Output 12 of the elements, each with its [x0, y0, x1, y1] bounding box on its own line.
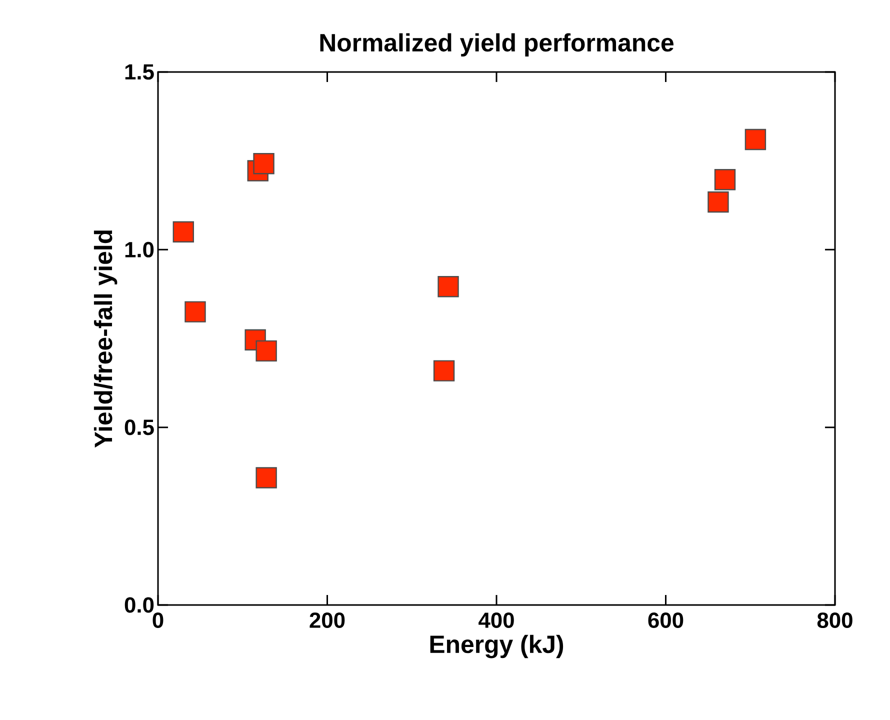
- y-tick-label: 0.0: [124, 597, 154, 613]
- y-tick-label: 0.5: [124, 420, 154, 436]
- x-tick-label: 600: [648, 612, 684, 628]
- y-axis-title: Yield/free-fall yield: [94, 230, 118, 448]
- y-tick-label: 1.0: [125, 242, 154, 258]
- x-tick-label: 200: [310, 612, 345, 628]
- x-tick-label: 800: [817, 612, 852, 628]
- x-tick-label: 400: [478, 612, 514, 628]
- x-axis-title: Energy (kJ): [430, 634, 564, 658]
- y-tick-label: 1.5: [125, 64, 154, 80]
- x-tick-label: 0: [152, 612, 164, 628]
- chart-title: Normalized yield performance: [320, 33, 674, 56]
